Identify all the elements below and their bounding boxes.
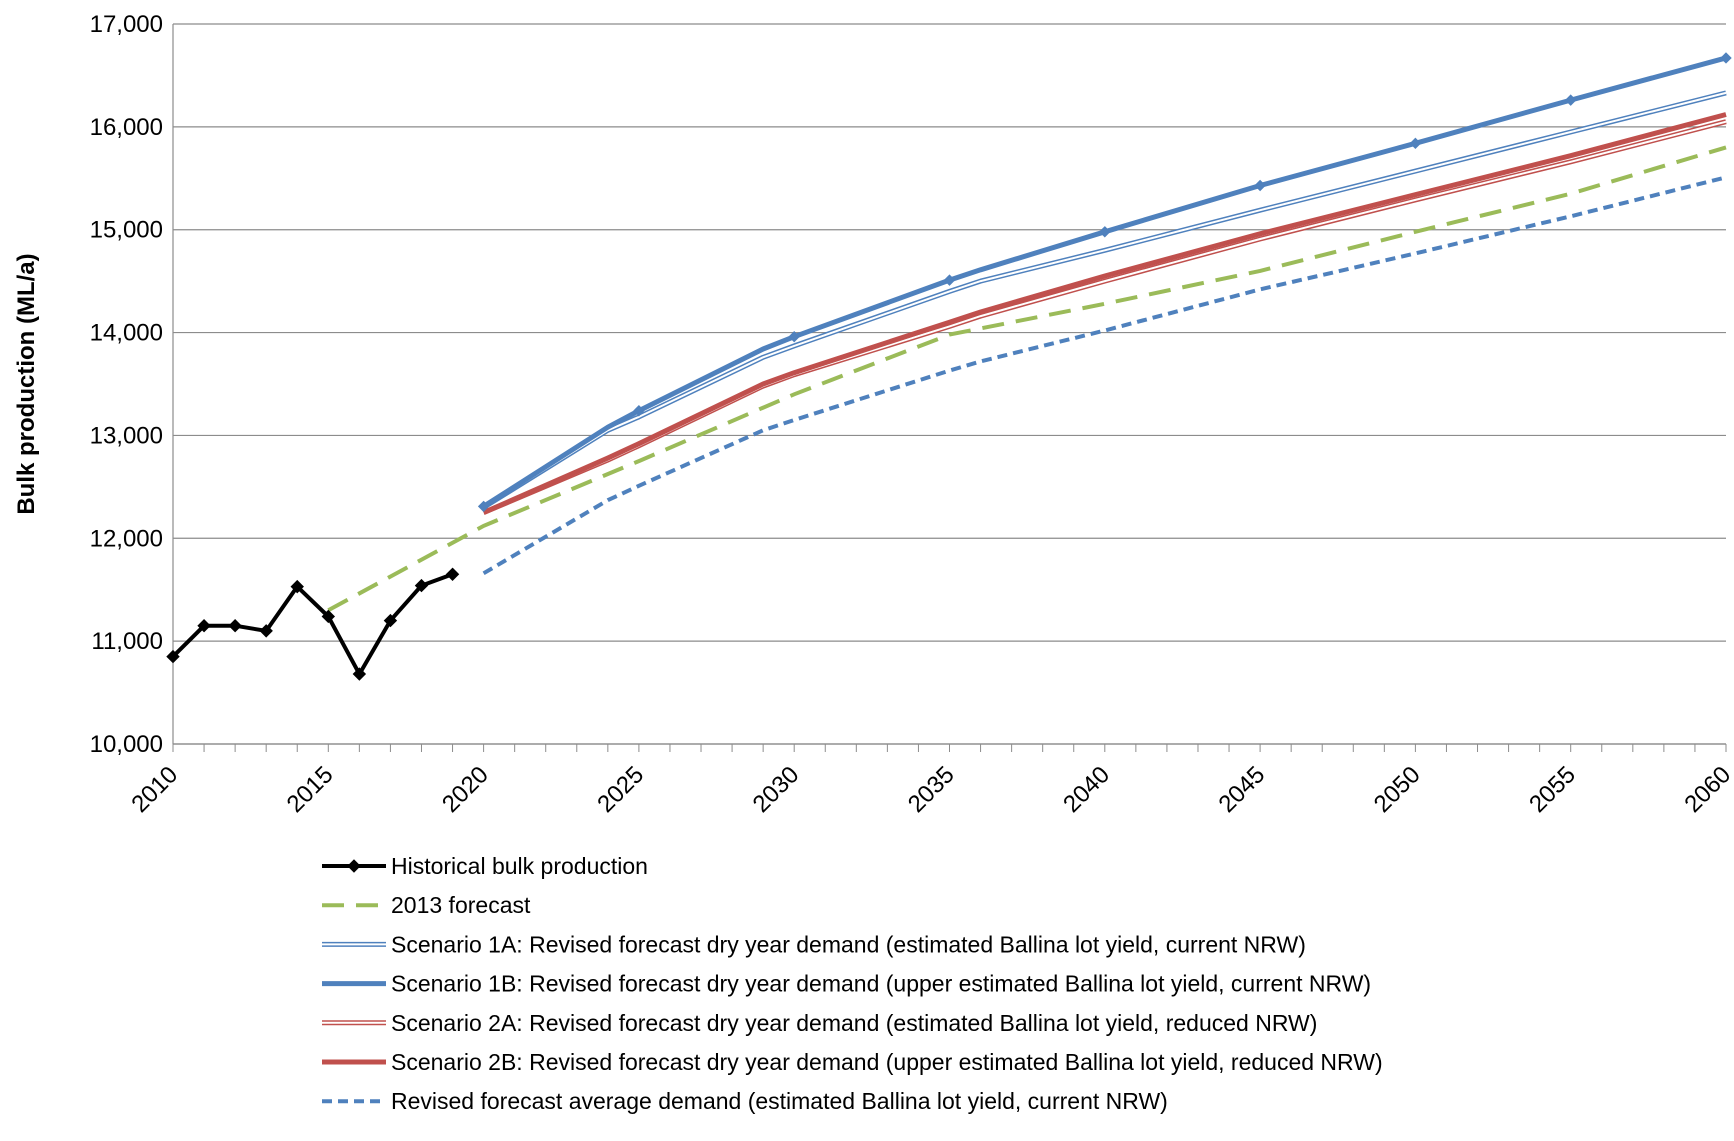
x-tick-label: 2025	[592, 761, 649, 818]
grid-lines	[173, 23, 1726, 745]
y-tick-label: 14,000	[90, 320, 163, 347]
data-point-marker	[414, 578, 429, 593]
series-group	[482, 112, 1727, 515]
series-line	[327, 145, 1727, 613]
series-line	[482, 55, 1727, 509]
legend-item: Scenario 2A: Revised forecast dry year d…	[322, 1010, 1317, 1036]
legend-label: Scenario 1A: Revised forecast dry year d…	[391, 931, 1306, 957]
legend-label: Revised forecast average demand (estimat…	[391, 1088, 1168, 1114]
legend-item: Scenario 1B: Revised forecast dry year d…	[322, 971, 1371, 997]
data-point-marker	[1720, 52, 1732, 64]
data-point-marker	[788, 330, 800, 343]
legend-label: Scenario 2A: Revised forecast dry year d…	[391, 1010, 1317, 1036]
legend-label: 2013 forecast	[391, 892, 531, 918]
y-tick-label: 15,000	[90, 217, 163, 244]
series-line-inner	[483, 91, 1727, 509]
series-group	[482, 119, 1727, 515]
series-group	[482, 90, 1727, 510]
series-line	[482, 175, 1727, 576]
series-group	[327, 145, 1727, 613]
data-point-marker	[166, 649, 180, 664]
legend-item: Scenario 2B: Revised forecast dry year d…	[322, 1049, 1383, 1075]
x-tick-label: 2055	[1524, 761, 1581, 818]
legend-item: Scenario 1A: Revised forecast dry year d…	[322, 931, 1306, 957]
series-line	[482, 112, 1727, 515]
series-lines	[166, 52, 1732, 681]
y-tick-label: 16,000	[90, 114, 163, 141]
x-tick-label: 2015	[282, 761, 339, 818]
x-tick-label: 2020	[437, 761, 494, 818]
legend-label: Scenario 2B: Revised forecast dry year d…	[391, 1049, 1383, 1075]
legend-item: Historical bulk production	[322, 853, 648, 879]
tick-labels: 10,000 11,000 12,000 13,000 14,000 15,000 16,0…	[90, 11, 1734, 818]
data-point-marker	[1254, 179, 1266, 192]
legend-marker	[347, 859, 361, 873]
y-tick-label: 13,000	[90, 422, 163, 449]
data-point-marker	[197, 619, 211, 633]
data-point-marker	[1409, 137, 1422, 150]
y-axis-title: Bulk production (ML/a)	[13, 253, 40, 514]
x-tick-label: 2045	[1213, 761, 1270, 818]
data-point-marker	[290, 579, 304, 594]
data-point-marker	[943, 274, 956, 286]
series-line	[482, 90, 1727, 510]
x-tick-label: 2035	[903, 761, 960, 818]
series-line-inner	[483, 120, 1727, 514]
data-point-marker	[383, 613, 398, 628]
x-tick-label: 2040	[1058, 761, 1115, 818]
data-point-marker	[228, 619, 242, 633]
legend: Historical bulk production 2013 forecast S…	[322, 853, 1383, 1114]
x-tick-label: 2030	[748, 761, 805, 818]
series-group	[477, 52, 1732, 513]
series-group	[482, 175, 1727, 576]
series-line	[171, 572, 454, 677]
legend-label: Historical bulk production	[391, 853, 648, 879]
x-tick-label: 2060	[1679, 761, 1734, 818]
axes	[172, 24, 1727, 752]
data-point-marker	[259, 624, 273, 638]
data-point-marker	[352, 667, 367, 681]
legend-item: 2013 forecast	[322, 892, 531, 918]
y-tick-label: 17,000	[90, 11, 163, 38]
data-point-marker	[633, 405, 645, 417]
x-tick-label: 2010	[126, 761, 183, 818]
y-tick-label: 12,000	[90, 525, 163, 552]
y-tick-label: 11,000	[91, 628, 163, 655]
x-tick-label: 2050	[1369, 761, 1426, 818]
legend-item: Revised forecast average demand (estimat…	[322, 1088, 1168, 1114]
series-line	[482, 119, 1727, 515]
y-tick-label: 10,000	[90, 731, 163, 758]
legend-label: Scenario 1B: Revised forecast dry year d…	[391, 971, 1371, 997]
data-point-marker	[445, 567, 460, 581]
series-group	[166, 567, 460, 681]
data-point-marker	[1099, 226, 1111, 238]
data-point-marker	[477, 500, 490, 513]
data-point-marker	[321, 609, 336, 624]
data-point-marker	[1564, 94, 1577, 106]
